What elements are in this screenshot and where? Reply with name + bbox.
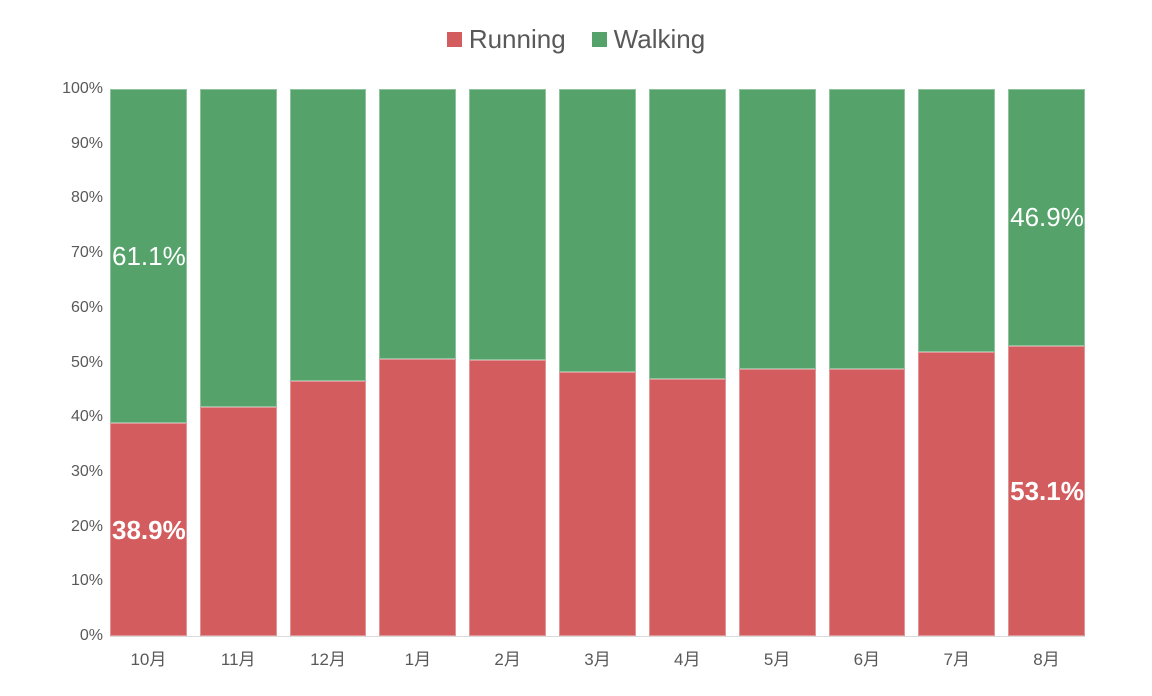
- running-segment: [379, 359, 457, 636]
- bar-5月: [738, 89, 816, 636]
- walking-segment: [918, 89, 996, 353]
- running-segment: [199, 406, 277, 636]
- walking-segment: [559, 89, 636, 373]
- y-tick-label: 90%: [70, 134, 103, 152]
- data-label-running-8月: 53.1%: [1010, 475, 1084, 506]
- running-segment: 38.9%: [110, 423, 187, 636]
- y-tick-label: 50%: [70, 353, 103, 371]
- bar-1月: [379, 89, 457, 636]
- bar-12月: [289, 89, 367, 636]
- x-tick-label-5月: 5月: [763, 650, 791, 669]
- x-tick-label-8月: 8月: [1033, 650, 1060, 669]
- running-segment: [738, 369, 816, 636]
- x-tick-label-12月: 12月: [310, 650, 346, 669]
- x-axis: 10月 11月 12月 1月 2月 3月 4月 5月 6月 7月 8月: [110, 645, 1085, 670]
- y-axis: 100% 90% 80% 70% 60% 50% 40% 30% 20% 10% 0%: [0, 80, 103, 644]
- walking-segment: 61.1%: [110, 89, 187, 424]
- bar-11月: [199, 89, 277, 636]
- walking-segment: [379, 89, 457, 360]
- x-tick-label-11月: 11月: [220, 650, 256, 669]
- x-tick-label-10月: 10月: [130, 650, 167, 669]
- legend-item-walking: Walking: [591, 24, 706, 54]
- walking-segment: 46.9%: [1008, 89, 1085, 346]
- y-tick-label: 20%: [70, 517, 103, 535]
- legend-label: Running: [468, 24, 566, 54]
- y-tick-label: 30%: [70, 462, 103, 480]
- running-segment: 53.1%: [1008, 345, 1085, 636]
- bar-7月: [918, 89, 996, 636]
- plot-area: 61.1% 38.9% 46.9% 53.1%: [110, 89, 1085, 637]
- running-segment: [289, 381, 367, 636]
- legend-swatch-icon: [446, 31, 462, 47]
- y-tick-label: 70%: [70, 244, 103, 262]
- running-segment: [559, 372, 636, 636]
- walking-segment: [828, 89, 906, 370]
- bar-2月: [469, 89, 547, 636]
- data-label-walking-10月: 61.1%: [112, 241, 186, 272]
- y-tick-label: 0%: [79, 627, 103, 644]
- walking-segment: [199, 89, 277, 407]
- bar-6月: [828, 89, 906, 636]
- bar-10月: 61.1% 38.9%: [110, 89, 187, 636]
- y-tick-label: 10%: [70, 572, 103, 590]
- data-label-running-10月: 38.9%: [112, 514, 186, 545]
- x-tick-label-7月: 7月: [943, 650, 970, 669]
- y-tick-label: 80%: [70, 189, 103, 207]
- x-tick-label-6月: 6月: [853, 650, 881, 669]
- running-segment: [828, 369, 906, 636]
- legend: Running Walking: [0, 26, 1152, 52]
- x-tick-label-4月: 4月: [674, 650, 701, 669]
- y-tick-label: 100%: [62, 80, 103, 97]
- walking-segment: [738, 89, 816, 370]
- bar-8月: 46.9% 53.1%: [1008, 89, 1085, 636]
- y-tick-label: 40%: [70, 408, 103, 426]
- x-tick-label-2月: 2月: [494, 650, 521, 669]
- walking-segment: [469, 89, 547, 360]
- running-segment: [469, 359, 547, 636]
- bar-4月: [648, 89, 726, 636]
- x-tick-label-3月: 3月: [584, 650, 611, 669]
- running-segment: [648, 378, 726, 636]
- running-segment: [918, 352, 996, 636]
- legend-swatch-icon: [591, 31, 607, 47]
- y-tick-label: 60%: [70, 298, 103, 316]
- x-tick-label-1月: 1月: [404, 650, 432, 669]
- legend-item-running: Running: [446, 24, 566, 54]
- walking-segment: [648, 89, 726, 379]
- data-label-walking-8月: 46.9%: [1010, 202, 1084, 233]
- bar-3月: [559, 89, 636, 636]
- legend-label: Walking: [613, 24, 706, 54]
- walking-segment: [289, 89, 367, 382]
